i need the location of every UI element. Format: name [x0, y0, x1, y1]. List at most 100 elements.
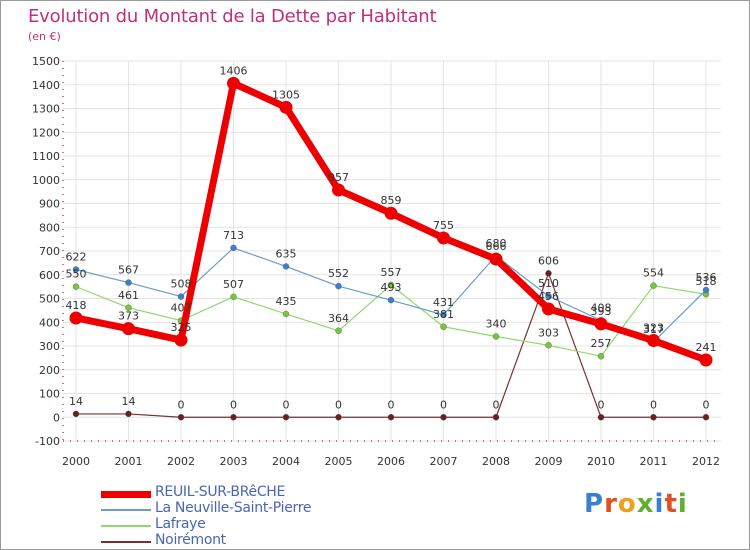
data-point: [230, 293, 237, 301]
y-tick-label: 500: [39, 293, 60, 306]
data-point: [230, 244, 237, 252]
data-label: 0: [440, 398, 447, 411]
data-point: [384, 206, 398, 220]
chart-unit-label: (en €): [28, 30, 61, 43]
logo-letter: r: [604, 489, 618, 519]
data-label: 0: [598, 398, 605, 411]
data-label: 408: [591, 301, 612, 314]
data-point: [125, 410, 132, 418]
data-point: [489, 252, 503, 266]
data-point: [174, 333, 188, 347]
logo-letter: i: [677, 489, 688, 519]
data-label: 456: [538, 290, 559, 303]
data-point: [230, 414, 237, 421]
data-label: 431: [433, 296, 454, 309]
data-label: 461: [118, 289, 139, 302]
data-label: 0: [283, 398, 290, 411]
x-tick-label: 2002: [167, 455, 195, 468]
data-label: 713: [223, 229, 244, 242]
data-label: 666: [486, 240, 507, 253]
data-point: [545, 292, 552, 300]
legend-swatch: [101, 541, 151, 543]
data-label: 508: [171, 278, 192, 291]
data-point: [597, 353, 605, 360]
data-point: [69, 311, 83, 325]
logo-letter: o: [617, 489, 637, 519]
data-point: [647, 334, 660, 348]
data-label: 14: [122, 395, 136, 408]
data-label: 381: [433, 308, 454, 321]
data-label: 507: [223, 278, 244, 291]
data-point: [177, 293, 185, 300]
data-label: 0: [335, 398, 342, 411]
data-point: [122, 322, 135, 336]
x-tick-label: 2007: [430, 455, 458, 468]
data-point: [332, 183, 345, 197]
x-tick-label: 2012: [692, 455, 720, 468]
data-point: [597, 414, 605, 421]
chart-title: Evolution du Montant de la Dette par Hab…: [28, 6, 437, 27]
data-label: 323: [643, 322, 664, 335]
data-point: [335, 414, 342, 421]
data-label: 418: [66, 299, 87, 312]
x-tick-label: 2003: [220, 455, 248, 468]
data-point: [650, 414, 657, 421]
y-tick-label: -100: [35, 435, 60, 448]
x-tick-label: 2005: [325, 455, 353, 468]
y-tick-label: 1400: [32, 79, 60, 92]
legend-label: Noirémont: [155, 532, 226, 548]
x-tick-label: 2001: [115, 455, 143, 468]
data-label: 493: [381, 281, 402, 294]
data-point: [440, 323, 447, 330]
y-tick-label: 300: [39, 340, 60, 353]
data-point: [282, 310, 290, 318]
data-label: 364: [328, 312, 349, 325]
legend-swatch: [101, 509, 151, 511]
data-point: [387, 296, 395, 304]
data-point: [125, 279, 132, 286]
y-tick-label: 800: [39, 221, 60, 234]
data-point: [650, 282, 657, 289]
data-label: 859: [381, 194, 402, 207]
data-label: 606: [538, 254, 559, 267]
data-label: 14: [69, 395, 83, 408]
data-label: 1305: [272, 88, 300, 101]
data-label: 552: [328, 267, 349, 280]
data-label: 518: [696, 275, 717, 288]
data-label: 957: [328, 171, 349, 184]
legend-swatch: [101, 525, 151, 527]
data-label: 622: [66, 251, 87, 264]
data-label: 317: [643, 323, 664, 336]
data-point: [594, 317, 608, 331]
logo-letter: t: [664, 489, 678, 519]
data-label: 393: [591, 305, 612, 318]
y-tick-label: 700: [39, 245, 60, 258]
data-point: [437, 231, 450, 245]
data-label: 0: [178, 398, 185, 411]
data-point: [492, 414, 500, 421]
legend-label: La Neuville-Saint-Pierre: [155, 500, 312, 516]
data-label: 0: [388, 398, 395, 411]
data-point: [542, 302, 555, 316]
data-label: 373: [118, 310, 139, 323]
data-point: [440, 414, 447, 421]
data-label: 557: [381, 266, 402, 279]
y-tick-label: 200: [39, 364, 60, 377]
data-label: 550: [66, 268, 87, 281]
legend-swatch: [101, 490, 151, 498]
data-point: [177, 414, 185, 421]
y-tick-label: 1000: [32, 174, 60, 187]
data-point: [279, 100, 293, 114]
y-tick-label: 1500: [32, 55, 60, 68]
y-tick-label: 900: [39, 198, 60, 211]
data-point: [492, 333, 500, 340]
x-tick-label: 2006: [377, 455, 405, 468]
data-label: 0: [650, 398, 657, 411]
data-label: 340: [486, 318, 507, 331]
data-label: 536: [696, 271, 717, 284]
x-tick-label: 2009: [535, 455, 563, 468]
y-tick-label: 400: [39, 316, 60, 329]
data-label: 325: [171, 321, 192, 334]
data-point: [72, 283, 80, 290]
data-point: [227, 76, 240, 90]
